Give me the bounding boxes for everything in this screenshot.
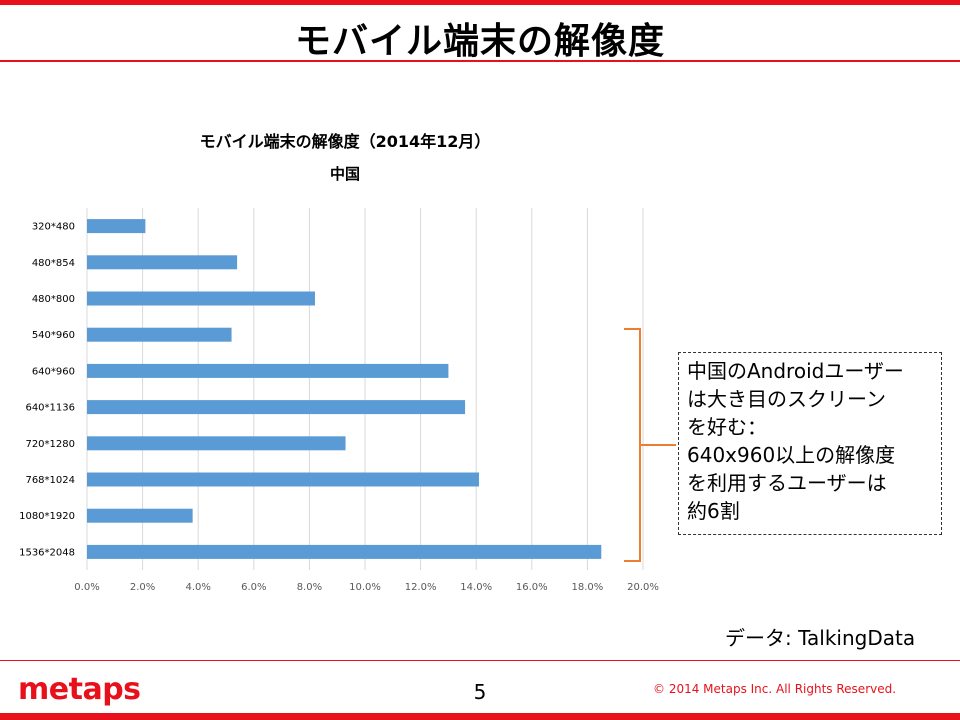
category-label: 320*480 — [32, 222, 75, 233]
x-tick-label: 20.0% — [627, 582, 659, 593]
bar — [87, 291, 315, 306]
callout-line: を利用するユーザーは — [687, 471, 887, 495]
copyright-text: © 2014 Metaps Inc. All Rights Reserved. — [653, 682, 897, 696]
x-tick-label: 0.0% — [74, 582, 99, 593]
callout-line: 中国のAndroidユーザー — [687, 359, 904, 383]
x-tick-label: 14.0% — [460, 582, 492, 593]
callout-line: を好む： — [687, 415, 767, 439]
x-tick-label: 16.0% — [516, 582, 548, 593]
data-source: データ: TalkingData — [725, 626, 916, 650]
category-label: 640*1136 — [25, 403, 75, 414]
callout-line: 640x960以上の解像度 — [687, 443, 896, 467]
bar — [87, 544, 602, 559]
category-label: 640*960 — [32, 366, 75, 377]
callout-line: 約6割 — [687, 499, 740, 523]
bar — [87, 472, 479, 487]
page-number: 5 — [473, 680, 487, 704]
bar — [87, 400, 466, 415]
bar — [87, 436, 346, 451]
category-label: 540*960 — [32, 330, 75, 341]
callout-bracket — [624, 328, 676, 562]
callout-line: は大き目のスクリーン — [687, 387, 886, 411]
x-tick-label: 10.0% — [349, 582, 381, 593]
metaps-logo: metaps — [18, 672, 141, 707]
x-tick-label: 18.0% — [572, 582, 604, 593]
bar — [87, 363, 449, 378]
footer-divider — [0, 660, 960, 661]
category-label: 480*854 — [32, 258, 75, 269]
category-label: 1536*2048 — [19, 547, 75, 558]
bar — [87, 327, 232, 342]
bar — [87, 219, 146, 234]
slide-title: モバイル端末の解像度 — [294, 21, 665, 62]
x-tick-label: 12.0% — [405, 582, 437, 593]
bar — [87, 508, 193, 523]
x-tick-label: 4.0% — [185, 582, 210, 593]
category-label: 1080*1920 — [19, 511, 75, 522]
chart-title: モバイル端末の解像度（2014年12月） — [199, 132, 491, 151]
bar — [87, 255, 238, 270]
category-label: 768*1024 — [25, 475, 75, 486]
category-label: 720*1280 — [25, 439, 75, 450]
top-accent-bar — [0, 0, 960, 5]
category-label: 480*800 — [32, 294, 75, 305]
title-divider — [0, 60, 960, 62]
x-tick-label: 8.0% — [297, 582, 322, 593]
x-tick-label: 6.0% — [241, 582, 266, 593]
chart-subtitle: 中国 — [329, 165, 360, 183]
x-tick-label: 2.0% — [130, 582, 155, 593]
bottom-accent-bar — [0, 713, 960, 720]
callout-box: 中国のAndroidユーザー は大き目のスクリーン を好む： 640x960以上… — [678, 352, 942, 535]
